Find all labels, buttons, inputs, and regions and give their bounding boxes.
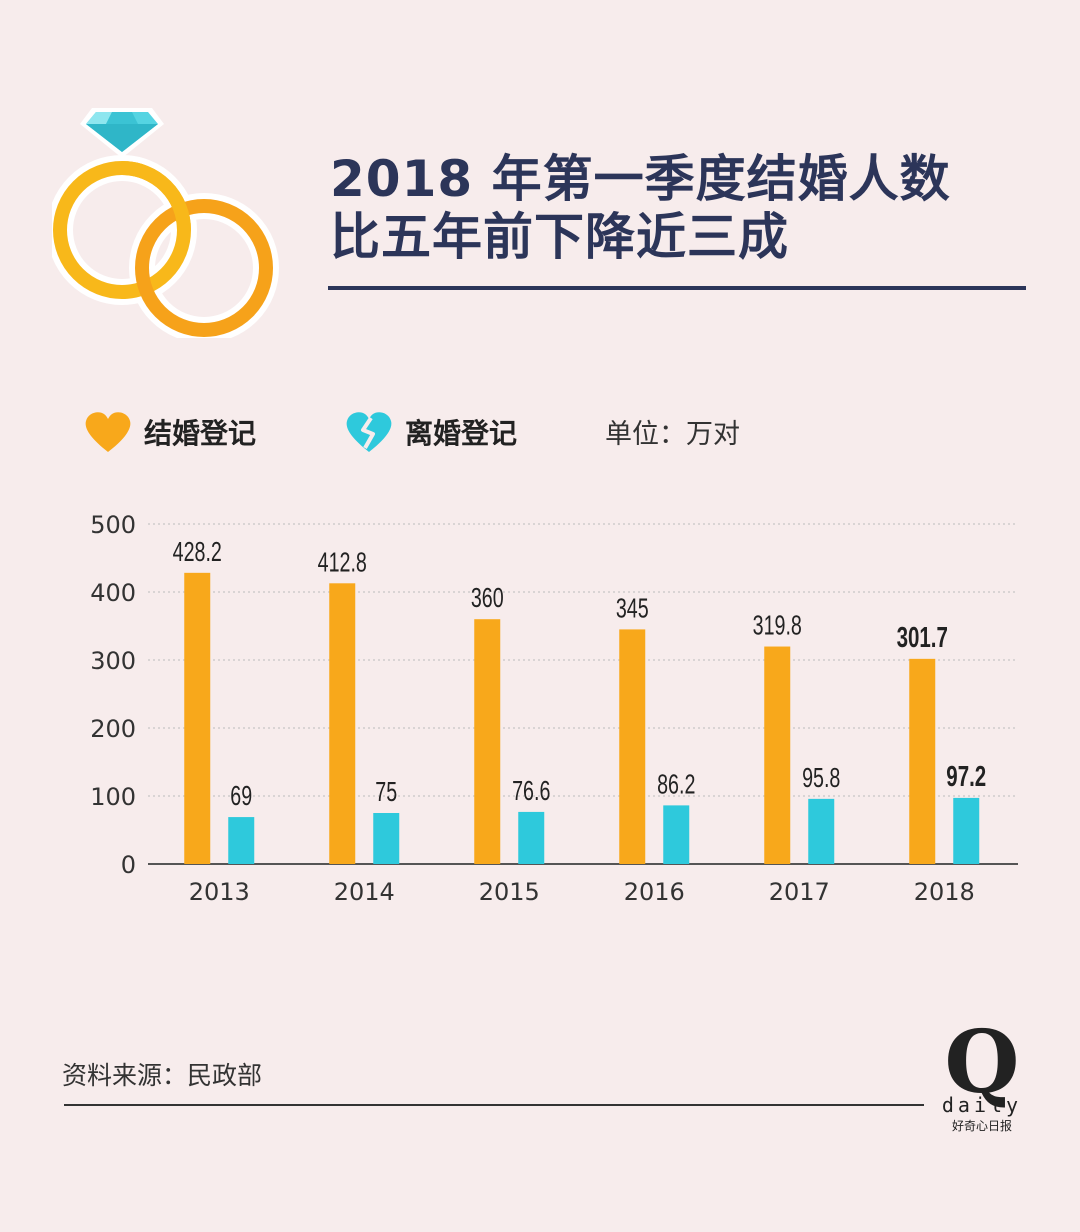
source-note: 资料来源：民政部: [62, 1061, 263, 1090]
marriage-bar-2016: [619, 629, 646, 864]
x-tick-label-2015: 2015: [479, 878, 540, 906]
legend-marriage-label: 结婚登记: [144, 417, 257, 450]
divorce-bar-2015: [518, 811, 545, 864]
marriage-value-label-2015: 360: [471, 583, 504, 614]
y-tick-label: 200: [90, 715, 136, 743]
title-divider: [328, 286, 1026, 290]
x-tick-label-2017: 2017: [769, 878, 830, 906]
marriage-bar-2014: [329, 583, 356, 864]
marriage-value-label-2016: 345: [616, 593, 649, 624]
marriage-value-label-2013: 428.2: [173, 537, 222, 568]
rings-icon: [52, 108, 279, 338]
x-tick-label-2014: 2014: [334, 878, 395, 906]
divorce-value-label-2016: 86.2: [657, 769, 695, 800]
divorce-bar-2013: [228, 817, 255, 864]
divorce-bar-2016: [663, 805, 690, 864]
legend-marriage: 结婚登记: [84, 405, 256, 459]
unit-label: 单位：万对: [605, 419, 740, 450]
y-tick-label: 400: [90, 579, 136, 607]
marriage-value-label-2018: 301.7: [897, 622, 948, 654]
logo-sub: 好奇心日报: [952, 1118, 1012, 1133]
logo-word: daily: [942, 1093, 1022, 1117]
qdaily-logo: Q daily 好奇心日报: [942, 1012, 1022, 1133]
divorce-bar-2017: [808, 798, 835, 864]
x-tick-label-2016: 2016: [624, 878, 685, 906]
bar-chart: 0 100 200 300 400 500 428.2 69 2013 412.8 75 2014 36…: [90, 511, 1018, 906]
marriage-value-label-2014: 412.8: [318, 547, 367, 578]
marriage-bar-2013: [184, 572, 211, 864]
divorce-value-label-2015: 76.6: [512, 776, 550, 807]
divorce-bar-2014: [373, 813, 400, 864]
marriage-bar-2018: [909, 658, 936, 864]
divorce-value-label-2013: 69: [230, 781, 252, 812]
y-tick-label: 300: [90, 647, 136, 675]
title-line-1: 2018 年第一季度结婚人数: [330, 150, 951, 208]
legend-divorce: 离婚登记: [345, 405, 517, 459]
marriage-bar-2015: [474, 619, 501, 864]
divorce-value-label-2014: 75: [375, 777, 397, 808]
divorce-value-label-2017: 95.8: [802, 763, 840, 794]
broken-heart-icon: [346, 412, 392, 452]
footer-divider: [64, 1104, 924, 1106]
heart-icon: [85, 412, 131, 452]
chart-title: 2018 年第一季度结婚人数 比五年前下降近三成: [330, 150, 1030, 266]
marriage-bar-2017: [764, 646, 791, 864]
legend-divorce-label: 离婚登记: [405, 417, 518, 450]
x-tick-label-2013: 2013: [189, 878, 250, 906]
divorce-value-label-2018: 97.2: [946, 761, 986, 793]
x-tick-label-2018: 2018: [914, 878, 975, 906]
y-tick-label: 100: [90, 783, 136, 811]
logo-letter: Q: [945, 1012, 1020, 1113]
title-line-2: 比五年前下降近三成: [330, 208, 789, 266]
y-tick-label: 0: [121, 851, 136, 879]
divorce-bar-2018: [953, 797, 980, 864]
y-tick-label: 500: [90, 511, 136, 539]
marriage-value-label-2017: 319.8: [753, 610, 802, 641]
